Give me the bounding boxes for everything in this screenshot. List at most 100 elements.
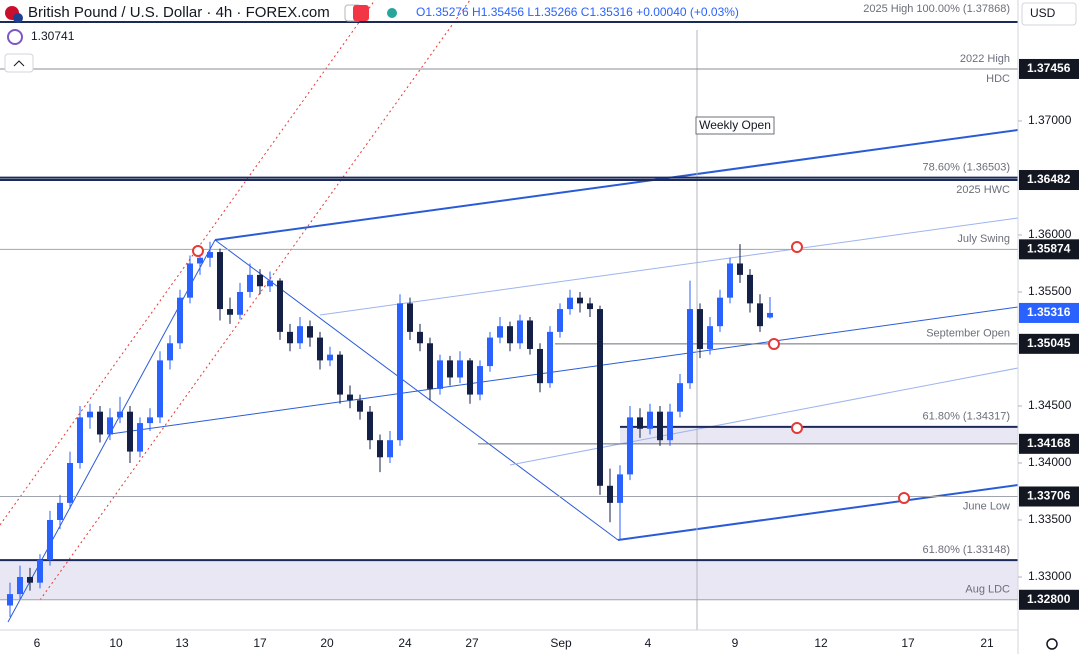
candle-body xyxy=(307,326,313,338)
marker xyxy=(768,338,780,350)
candle-body xyxy=(757,303,763,327)
candle-body xyxy=(117,411,123,418)
price-tag-label: 1.32800 xyxy=(1027,592,1071,606)
candle-body xyxy=(587,303,593,310)
candle-body xyxy=(687,309,693,384)
candle-body xyxy=(597,309,603,486)
candle-body xyxy=(707,326,713,349)
candle-body xyxy=(487,337,493,367)
annotation-box xyxy=(695,116,775,135)
candle-body xyxy=(217,252,223,310)
drawings xyxy=(0,0,1019,630)
candle-body xyxy=(387,440,393,458)
candle-body xyxy=(417,331,423,344)
marker xyxy=(791,422,803,434)
candle-body xyxy=(317,337,323,361)
candle-body xyxy=(177,297,183,344)
candle-body xyxy=(717,297,723,327)
candle-body xyxy=(447,360,453,378)
y-tick-label: 1.35500 xyxy=(1028,284,1072,298)
candle-body xyxy=(457,360,463,378)
candle-body xyxy=(637,417,643,429)
level-label: 2022 High xyxy=(960,53,1010,65)
collapse-button[interactable] xyxy=(4,53,34,73)
candle-body xyxy=(357,400,363,412)
level-label: September Open xyxy=(926,328,1010,340)
last-price-label: 1.35316 xyxy=(1027,305,1071,319)
y-tick-label: 1.34500 xyxy=(1028,398,1072,412)
currency-button[interactable] xyxy=(1021,2,1077,26)
level-note: 2025 HWC xyxy=(956,184,1010,196)
y-tick-label: 1.36000 xyxy=(1028,227,1072,241)
candle-body xyxy=(37,559,43,583)
candle-body xyxy=(67,462,73,503)
candle-body xyxy=(407,303,413,332)
candle-body xyxy=(557,309,563,332)
settings-icon[interactable] xyxy=(1046,638,1058,650)
candle-body xyxy=(727,263,733,298)
level-label: July Swing xyxy=(957,233,1010,245)
x-tick-label: 20 xyxy=(320,636,334,650)
candle-body xyxy=(107,417,113,435)
candle-body xyxy=(567,297,573,310)
marker xyxy=(791,241,803,253)
level-label: 78.60% (1.36503) xyxy=(923,162,1010,174)
price-tag-label: 1.35045 xyxy=(1027,336,1071,350)
candle-body xyxy=(677,383,683,412)
candle-body xyxy=(257,274,263,287)
price-tag-label: 1.35874 xyxy=(1027,242,1071,256)
candle-body xyxy=(287,331,293,344)
price-tag-label: 1.36482 xyxy=(1027,172,1071,186)
candle-body xyxy=(267,280,273,287)
price-tag xyxy=(1019,333,1079,354)
x-tick-label: 10 xyxy=(109,636,123,650)
channel-line xyxy=(39,0,471,601)
candle-body xyxy=(437,360,443,389)
candle-body xyxy=(477,366,483,395)
symbol-title[interactable]: British Pound / U.S. Dollar · 4h · FOREX… xyxy=(28,4,330,21)
status-dot xyxy=(387,8,397,18)
indicator-icon[interactable] xyxy=(7,29,23,45)
candle-body xyxy=(527,320,533,349)
candle-body xyxy=(767,312,773,318)
candle-body xyxy=(367,411,373,441)
level-note: HDC xyxy=(986,73,1010,85)
trend-line xyxy=(617,484,1019,541)
trend-line xyxy=(509,367,1019,466)
price-tag xyxy=(1019,589,1079,610)
ohlc-header: O1.35276 H1.35456 L1.35266 C1.35316 +0.0… xyxy=(416,5,739,19)
candle-body xyxy=(667,411,673,441)
x-tick-label: 24 xyxy=(398,636,412,650)
candle-body xyxy=(627,417,633,475)
trend-line xyxy=(214,129,1019,241)
collapse-icon xyxy=(13,60,25,67)
candle-body xyxy=(517,320,523,344)
candle-body xyxy=(87,411,93,418)
candle-body xyxy=(397,303,403,441)
candle-body xyxy=(747,274,753,304)
price-tag-label: 1.34168 xyxy=(1027,436,1071,450)
candle-body xyxy=(167,343,173,361)
price-tag-label: 1.37456 xyxy=(1027,61,1071,75)
trend-line xyxy=(109,306,1019,435)
candle-body xyxy=(27,576,33,583)
candle-body xyxy=(147,417,153,424)
candle-body xyxy=(187,263,193,298)
price-tag-label: 1.33706 xyxy=(1027,489,1071,503)
x-tick-label: 9 xyxy=(732,636,739,650)
level-label: Aug LDC xyxy=(965,584,1010,596)
indicator-value: 1.30741 xyxy=(31,29,75,43)
x-tick-label: 21 xyxy=(980,636,994,650)
candle-body xyxy=(297,326,303,344)
markers xyxy=(192,241,910,504)
price-tag xyxy=(1019,486,1079,507)
x-tick-label: 17 xyxy=(901,636,915,650)
candle-body xyxy=(57,502,63,520)
candle-body xyxy=(277,280,283,332)
candle-body xyxy=(427,343,433,389)
icon[interactable] xyxy=(353,5,369,21)
x-tick-label: 13 xyxy=(175,636,189,650)
candle-body xyxy=(377,440,383,458)
candle-body xyxy=(657,411,663,441)
